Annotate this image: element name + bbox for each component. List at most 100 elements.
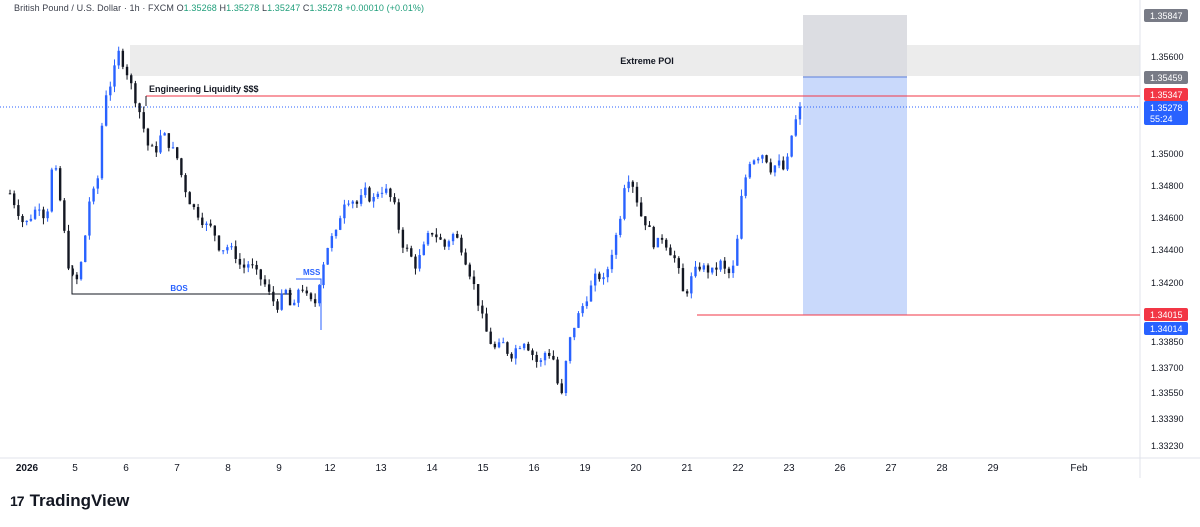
candle-body: [598, 273, 601, 280]
mss-label: MSS: [303, 268, 321, 277]
candle-body: [142, 112, 145, 129]
candle-body: [251, 264, 254, 266]
candle-body: [623, 188, 626, 219]
candle-body: [46, 211, 49, 219]
candle-body: [376, 193, 380, 197]
candle-body: [293, 302, 296, 306]
candle-body: [782, 160, 785, 170]
time-tick: 26: [834, 463, 846, 474]
price-label-bg-liquidity: [1144, 88, 1188, 101]
candle-body: [690, 276, 693, 294]
target-zone[interactable]: [803, 77, 907, 315]
price-axis[interactable]: 1.35600 1.35000 1.34800 1.34600 1.34400 …: [1151, 52, 1184, 451]
candle-body: [777, 160, 781, 166]
time-tick: 12: [324, 463, 336, 474]
candle-body: [548, 352, 551, 356]
candle-body: [639, 202, 643, 217]
candle-body: [217, 235, 221, 251]
price-label-liquidity: 1.35347: [1150, 90, 1183, 100]
candle-body: [510, 353, 513, 359]
candle-body: [614, 234, 618, 255]
candle-body: [389, 188, 392, 198]
candle-body: [213, 225, 217, 236]
candle-body: [493, 343, 497, 348]
tradingview-brand[interactable]: 17 TradingView: [10, 491, 129, 511]
candle-body: [309, 293, 313, 300]
candle-body: [171, 147, 175, 149]
candle-body: [589, 285, 593, 302]
candle-body: [393, 197, 396, 203]
candle-body: [339, 218, 342, 230]
candle-body: [175, 147, 179, 159]
price-label-bg-current: [1144, 101, 1188, 125]
candle-body: [92, 188, 95, 202]
candle-body: [159, 135, 162, 153]
candle-body: [50, 169, 53, 212]
candle-body: [435, 234, 438, 238]
time-tick: 28: [936, 463, 948, 474]
candle-body: [761, 155, 764, 159]
price-label-current: 1.35278: [1150, 103, 1183, 113]
candle-body: [238, 258, 242, 265]
price-label-bg-low-red: [1144, 308, 1188, 321]
price-label-bg-top: [1144, 9, 1188, 22]
close-value: 1.35278: [309, 3, 343, 13]
time-tick: 29: [987, 463, 999, 474]
candle-body: [426, 232, 430, 245]
extreme-poi-zone: [130, 45, 1140, 76]
candle-body: [410, 248, 413, 257]
extreme-poi-label: Extreme POI: [620, 56, 674, 66]
candle-body: [585, 301, 589, 307]
bos-label: BOS: [170, 284, 188, 293]
time-tick: 14: [426, 463, 438, 474]
candle-body: [481, 305, 484, 314]
candle-body: [380, 192, 384, 194]
candle-body: [272, 291, 275, 302]
candle-body: [205, 223, 208, 226]
candle-body: [343, 204, 346, 219]
candle-body: [54, 168, 58, 170]
time-tick: 6: [123, 463, 129, 474]
candle-body: [234, 246, 237, 259]
price-label-poi: 1.35459: [1150, 73, 1183, 83]
candle-body: [71, 268, 74, 275]
time-tick: 16: [528, 463, 540, 474]
price-label-low-blue: 1.34014: [1150, 324, 1183, 334]
candle-body: [405, 247, 409, 249]
candle-body: [29, 218, 33, 221]
symbol-title[interactable]: British Pound / U.S. Dollar · 1h · FXCM: [14, 3, 174, 13]
candle-body: [230, 246, 233, 248]
candle-body: [67, 230, 70, 269]
candle-body: [573, 327, 576, 338]
candle-body: [451, 234, 455, 242]
candle-body: [259, 269, 262, 280]
candle-body: [543, 352, 547, 361]
candle-body: [468, 264, 471, 277]
candle-body: [439, 237, 442, 240]
mss-line[interactable]: [296, 278, 322, 330]
candle-body: [184, 175, 187, 193]
candle-body: [359, 195, 363, 204]
time-axis[interactable]: 2026 5 6 7 8 9 12 13 14 15 16 19 20 21 2…: [16, 463, 1088, 474]
candle-body: [518, 348, 522, 350]
candle-body: [581, 306, 584, 314]
candle-body: [63, 200, 66, 231]
candle-body: [635, 186, 639, 203]
candle-body: [786, 156, 789, 170]
candle-body: [560, 383, 563, 394]
candle-body: [748, 164, 752, 178]
tradingview-logo-icon: 17: [10, 493, 25, 509]
candle-body: [121, 50, 125, 67]
candle-body: [125, 66, 129, 76]
candle-body: [297, 289, 300, 303]
candle-body: [267, 284, 271, 292]
candle-body: [109, 86, 112, 96]
candle-body: [242, 264, 246, 268]
candle-body: [201, 217, 204, 226]
low-value: 1.35247: [267, 3, 301, 13]
candle-body: [765, 155, 768, 163]
candle-body: [627, 181, 630, 189]
candle-body: [531, 350, 534, 355]
candle-body: [660, 237, 664, 240]
